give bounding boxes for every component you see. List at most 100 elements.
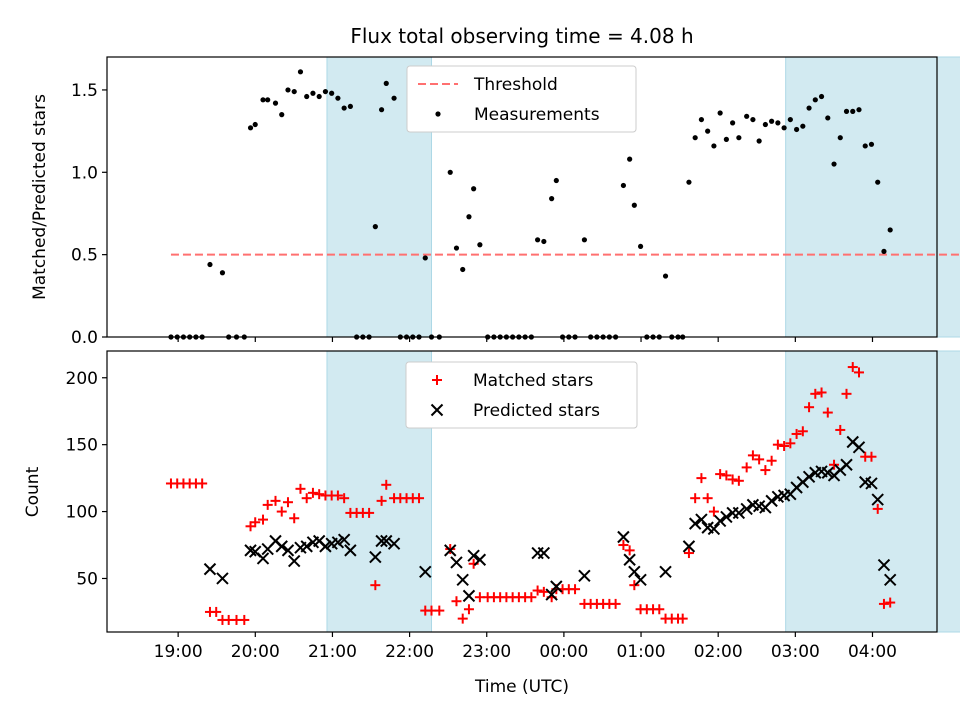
matched-star-point (677, 613, 688, 624)
ratio-legend-box (406, 65, 637, 133)
predicted-star-point (852, 441, 866, 454)
count-x-tick-label: 22:00 (385, 642, 434, 662)
matched-star-point (307, 487, 318, 498)
matched-star-point (376, 495, 387, 506)
predicted-star-point (203, 562, 217, 576)
matched-star-point (629, 580, 640, 591)
matched-star-point (822, 407, 833, 418)
predicted-star-point (707, 522, 721, 536)
predicted-star-point (871, 493, 884, 506)
ratio-y-tick-label: 0.5 (71, 246, 98, 266)
ratio-y-axis: 0.0 0.5 1.0 1.5 (71, 81, 107, 348)
predicted-star-point (467, 549, 480, 562)
measurement-point (750, 116, 756, 123)
predicted-star-point (617, 530, 630, 544)
measurement-point (341, 105, 347, 111)
matched-star-point (835, 424, 846, 435)
predicted-star-point (288, 554, 301, 568)
predicted-star-point (319, 540, 332, 553)
legend-predicted-swatch (430, 403, 444, 417)
predicted-star-point (337, 533, 351, 546)
predicted-star-point (840, 458, 853, 471)
ratio-panel-frame (106, 56, 938, 338)
chart-title: Flux total observing time = 4.08 h (350, 24, 693, 48)
matched-star-point (295, 483, 306, 494)
predicted-star-point (331, 536, 345, 549)
matched-star-point (624, 545, 635, 556)
matched-star-point (332, 490, 343, 501)
matched-star-point (301, 493, 312, 504)
measurement-point (793, 126, 800, 133)
count-x-tick-label: 03:00 (771, 642, 820, 662)
measurement-point (717, 110, 723, 116)
ratio-y-tick-label: 1.0 (71, 163, 98, 183)
count-x-tick-label: 01:00 (617, 642, 666, 662)
predicted-star-point (531, 546, 544, 560)
measurement-point (207, 261, 213, 268)
measurement-point (736, 135, 742, 141)
predicted-star-point (256, 552, 270, 565)
matched-star-point (282, 497, 293, 508)
predicted-star-point (720, 510, 733, 524)
measurement-point (800, 123, 806, 129)
predicted-star-point (659, 565, 672, 578)
matched-star-point (532, 585, 543, 596)
matched-star-point (779, 441, 790, 452)
ratio-y-label: Matched/Predicted stars (30, 94, 50, 300)
predicted-star-point (688, 517, 702, 530)
matched-star-point (872, 503, 883, 514)
measurement-point (316, 93, 322, 100)
measurement-point (535, 237, 541, 243)
measurement-point (291, 88, 297, 95)
measurement-point (553, 177, 559, 184)
matched-star-point (654, 604, 665, 615)
matched-star-point (715, 469, 726, 480)
count-x-tick-label: 21:00 (308, 642, 357, 662)
count-x-tick-label: 19:00 (154, 642, 203, 662)
measurement-point (466, 214, 472, 220)
measurement-point (775, 120, 781, 126)
matched-star-point (364, 507, 375, 518)
matched-star-point (708, 506, 719, 517)
matched-star-point (276, 506, 287, 517)
measurement-point (247, 125, 254, 131)
matched-star-point (451, 596, 462, 607)
matched-star-point (804, 402, 815, 413)
predicted-star-point (578, 569, 591, 583)
matched-star-point (381, 479, 392, 490)
legend-x-marker (430, 403, 444, 417)
count-legend: Matched stars Predicted stars (405, 361, 638, 429)
measurement-point (541, 238, 547, 245)
matched-star-point (885, 597, 896, 608)
measurement-point (831, 161, 837, 167)
measurement-point (304, 93, 310, 100)
predicted-star-point (695, 513, 708, 526)
count-y-axis: 50 100 150 200 (66, 369, 107, 589)
legend-matched-swatch (432, 375, 442, 385)
measurement-point (756, 138, 762, 144)
ratio-y-tick-label: 0.0 (71, 328, 98, 348)
predicted-star-point (300, 540, 313, 553)
measurement-point (252, 121, 258, 128)
predicted-star-point (802, 470, 816, 483)
matched-star-point (741, 462, 752, 473)
predicted-star-point (726, 506, 739, 520)
measurement-point (825, 115, 831, 121)
count-panel-frame (106, 350, 938, 633)
predicted-star-point (369, 550, 382, 564)
count-y-tick-label: 200 (66, 369, 98, 389)
matched-star-point (772, 439, 783, 450)
measurement-point (335, 95, 341, 101)
predicted-star-point (216, 572, 229, 585)
matched-star-point (414, 493, 425, 504)
measurement-point (329, 90, 335, 96)
matched-star-point (526, 592, 537, 603)
measurement-point (310, 90, 316, 96)
matched-star-point (463, 604, 474, 615)
measurement-point (868, 141, 875, 147)
predicted-star-point (877, 558, 891, 572)
measurement-point (787, 116, 793, 123)
matched-star-point (829, 459, 840, 470)
count-x-axis: 19:00 20:00 21:00 22:00 23:00 00:00 01:00 02:00… (154, 632, 897, 662)
measurement-point (762, 121, 768, 128)
